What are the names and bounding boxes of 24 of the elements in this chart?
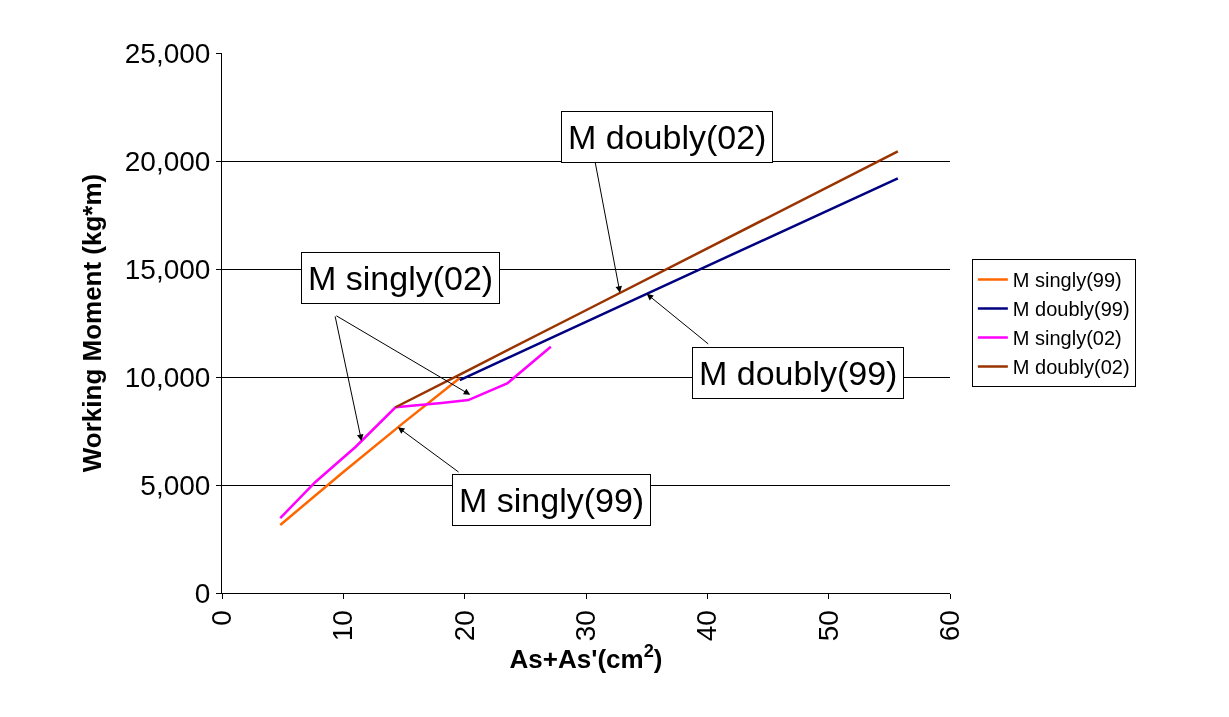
x-tick-label: 30 xyxy=(570,610,602,642)
legend-label: M singly(99) xyxy=(1012,269,1122,292)
x-tick-label: 50 xyxy=(812,610,844,642)
y-axis-title: Working Moment (kg*m) xyxy=(77,173,108,473)
x-axis-title: As+As'(cm$^{2}$) xyxy=(509,641,663,675)
annotation: M doubly(02) xyxy=(568,118,767,156)
x-tick-label: 10 xyxy=(327,610,359,642)
line-series xyxy=(278,376,462,527)
x-tick-label: 20 xyxy=(448,610,480,642)
legend-label: M doubly(02) xyxy=(1012,356,1130,379)
y-tick-label: 10,000 xyxy=(124,361,211,393)
annotation: M singly(99) xyxy=(459,481,645,519)
y-tick-label: 5,000 xyxy=(140,469,211,501)
x-tick-label: 40 xyxy=(691,610,723,642)
y-tick-label: 25,000 xyxy=(124,37,211,69)
legend-label: M doubly(99) xyxy=(1012,298,1130,321)
x-tick-label: 60 xyxy=(934,610,966,642)
y-tick-label: 0 xyxy=(194,577,211,609)
x-tick-label: 0 xyxy=(206,610,238,626)
annotation: M singly(02) xyxy=(308,259,494,297)
annotation: M doubly(99) xyxy=(699,354,898,392)
y-tick-label: 20,000 xyxy=(124,145,211,177)
legend-label: M singly(02) xyxy=(1012,327,1122,350)
y-tick-label: 15,000 xyxy=(124,253,211,285)
